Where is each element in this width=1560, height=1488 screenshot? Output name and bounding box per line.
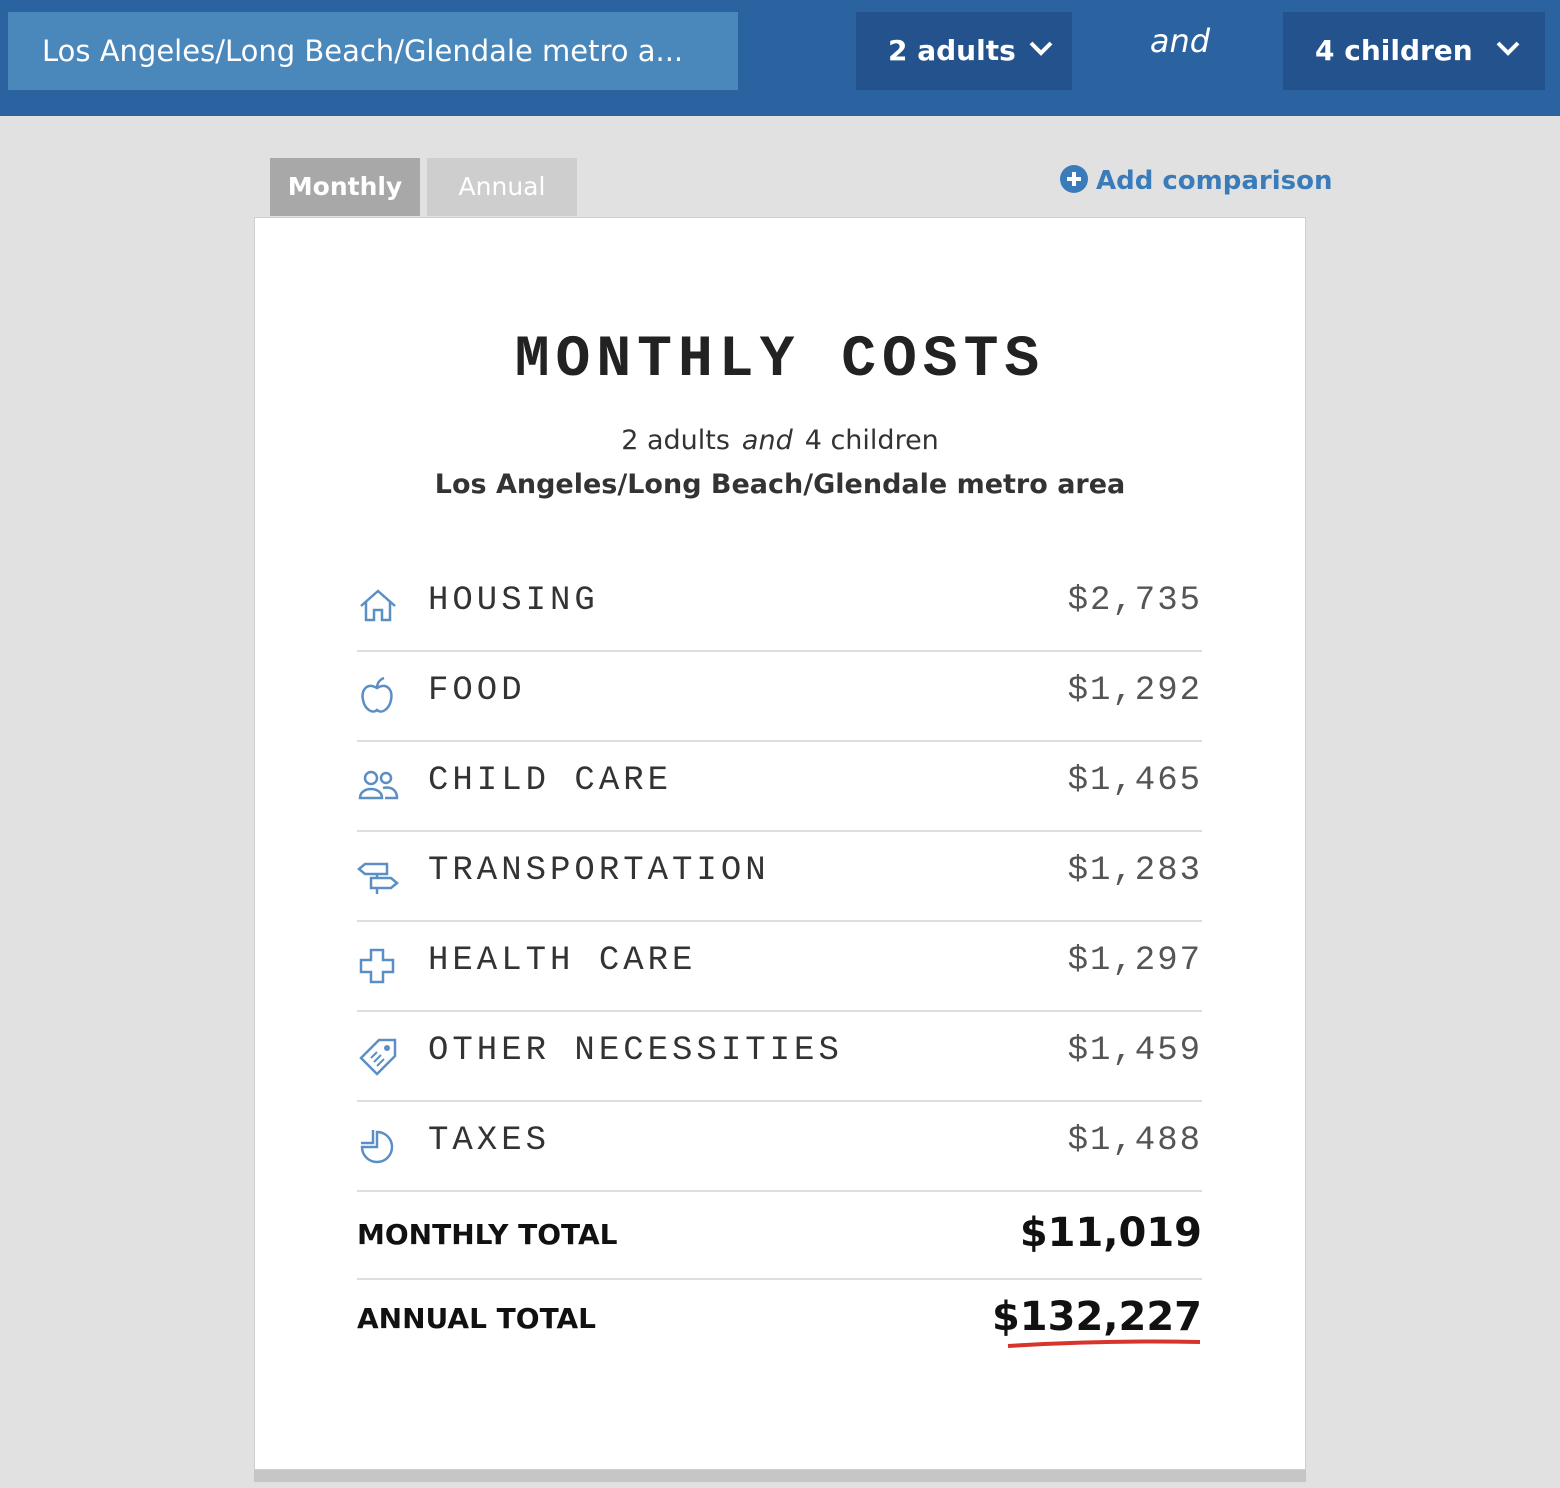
cost-row: TAXES $1,488: [357, 1100, 1202, 1192]
tab-annual[interactable]: Annual: [427, 158, 577, 216]
card-title: MONTHLY COSTS: [514, 328, 1046, 393]
row-label: TRANSPORTATION: [428, 852, 770, 890]
row-value: $1,465: [1067, 762, 1202, 800]
adults: 2 adults: [621, 425, 730, 456]
transportation-icon: [357, 862, 399, 894]
children: 4 children: [804, 425, 939, 456]
taxes-icon: [360, 1130, 394, 1164]
row-label: HOUSING: [428, 582, 599, 620]
total-value: $132,227: [991, 1294, 1202, 1340]
card-shadow: [254, 1470, 1306, 1482]
row-value: $1,488: [1067, 1122, 1202, 1160]
location-input[interactable]: Los Angeles/Long Beach/Glendale metro a.…: [8, 12, 738, 90]
row-value: $1,297: [1067, 942, 1202, 980]
conjunction: and: [741, 425, 793, 456]
housing-icon: [360, 589, 396, 622]
row-label: TAXES: [428, 1122, 551, 1160]
conjunction: and: [1149, 22, 1211, 60]
total-label: MONTHLY TOTAL: [357, 1218, 618, 1251]
adults-dropdown[interactable]: 2 adults: [856, 12, 1072, 90]
row-label: FOOD: [428, 672, 526, 710]
row-label: HEALTH CARE: [428, 942, 697, 980]
total-label: ANNUAL TOTAL: [357, 1302, 597, 1335]
total-row: MONTHLY TOTAL $11,019: [357, 1190, 1202, 1280]
adults-label: 2 adults: [888, 34, 1016, 67]
cost-row: HEALTH CARE $1,297: [357, 920, 1202, 1012]
row-label: CHILD CARE: [428, 762, 673, 800]
cost-row: TRANSPORTATION $1,283: [357, 830, 1202, 922]
add-comparison[interactable]: Add comparison: [1060, 164, 1333, 198]
other-necessities-icon: [359, 1038, 397, 1076]
food-icon: [361, 676, 393, 713]
cost-row: HOUSING $2,735: [357, 560, 1202, 652]
cost-row: OTHER NECESSITIES $1,459: [357, 1010, 1202, 1102]
chevron: [1496, 41, 1520, 56]
cost-row: FOOD $1,292: [357, 650, 1202, 742]
children-label: 4 children: [1315, 34, 1473, 67]
card: [254, 217, 1306, 1470]
plus-icon: [1060, 165, 1088, 193]
cost-row: CHILD CARE $1,465: [357, 740, 1202, 832]
row-value: $1,459: [1067, 1032, 1202, 1070]
household: 2 adults and 4 children: [254, 425, 1306, 456]
health-care-icon: [359, 948, 395, 984]
tab-monthly[interactable]: Monthly: [270, 158, 420, 216]
total-row: ANNUAL TOTAL $132,227: [357, 1280, 1202, 1360]
total-value: $11,019: [1019, 1210, 1202, 1256]
row-value: $2,735: [1067, 582, 1202, 620]
children-dropdown[interactable]: 4 children: [1283, 12, 1545, 90]
add-comparison-label: Add comparison: [1096, 166, 1333, 196]
underline: [1007, 1339, 1201, 1348]
row-value: $1,283: [1067, 852, 1202, 890]
chevron: [1029, 41, 1053, 56]
card-location: Los Angeles/Long Beach/Glendale metro ar…: [434, 469, 1126, 500]
top-bar: Los Angeles/Long Beach/Glendale metro a.…: [0, 0, 1560, 116]
row-value: $1,292: [1067, 672, 1202, 710]
row-label: OTHER NECESSITIES: [428, 1032, 843, 1070]
child-care-icon: [358, 770, 399, 800]
